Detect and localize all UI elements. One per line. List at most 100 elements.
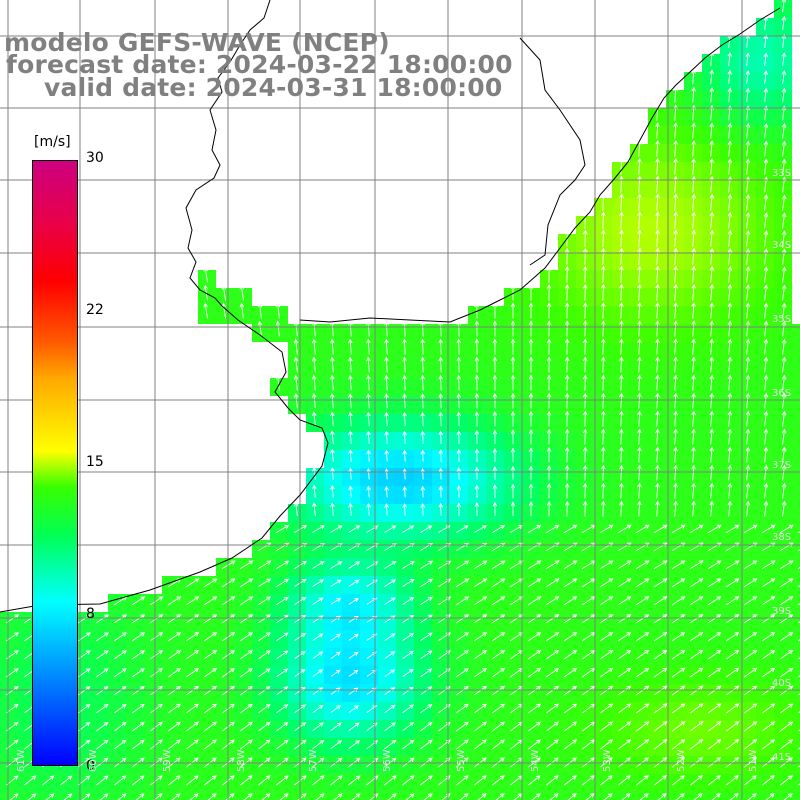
wind-arrow <box>727 140 733 157</box>
wind-arrow <box>655 320 660 337</box>
wind-arrow <box>63 793 73 800</box>
wind-arrow <box>257 320 263 337</box>
wind-arrow <box>691 410 697 427</box>
wind-arrow <box>384 579 397 587</box>
wind-arrow <box>527 614 542 624</box>
wind-arrow <box>601 338 606 355</box>
wind-arrow <box>691 302 697 319</box>
wind-arrow <box>617 524 632 534</box>
wind-arrow <box>473 578 488 588</box>
wind-arrow <box>207 793 217 800</box>
wind-arrow <box>366 485 371 498</box>
wind-speed-cell <box>792 432 800 450</box>
wind-arrow <box>492 448 498 463</box>
wind-arrow <box>474 775 487 786</box>
title-model: modelo GEFS-WAVE (NCEP) <box>4 28 390 57</box>
wind-arrow <box>745 87 751 103</box>
wind-arrow <box>312 669 324 677</box>
wind-arrow <box>691 122 697 139</box>
wind-arrow <box>546 266 552 283</box>
wind-arrow <box>473 614 488 624</box>
wind-arrow <box>348 467 353 480</box>
wind-arrow <box>781 266 787 283</box>
wind-arrow <box>258 668 271 678</box>
wind-arrow <box>528 374 534 391</box>
wind-arrow <box>582 284 588 301</box>
wind-speed-cell <box>72 792 90 800</box>
wind-arrow <box>655 464 660 481</box>
wind-arrow <box>132 685 145 696</box>
wind-arrow <box>619 175 624 193</box>
wind-arrow <box>673 392 678 409</box>
wind-arrow <box>545 578 560 588</box>
wind-arrow <box>779 578 794 588</box>
wind-arrow <box>781 0 787 13</box>
colorbar-tick-label: 15 <box>86 454 104 470</box>
wind-arrow <box>671 578 686 588</box>
wind-arrow <box>745 70 751 85</box>
wind-arrow <box>779 685 794 696</box>
wind-speed-cell <box>324 792 342 800</box>
wind-arrow <box>761 596 776 606</box>
wind-arrow <box>745 446 751 463</box>
wind-arrow <box>599 739 614 750</box>
wind-arrow <box>455 739 469 750</box>
wind-arrow <box>673 265 679 283</box>
wind-arrow <box>384 597 396 605</box>
coastline-lagoon <box>299 7 781 323</box>
wind-arrow <box>691 175 697 193</box>
wind-arrow <box>545 685 560 696</box>
wind-arrow <box>491 560 506 570</box>
wind-arrow <box>619 392 624 409</box>
wind-arrow <box>527 703 542 714</box>
wind-arrow <box>657 793 667 800</box>
wind-arrow <box>402 597 415 606</box>
wind-arrow <box>293 392 299 409</box>
wind-arrow <box>149 668 163 678</box>
latitude-label: 36S <box>772 388 792 399</box>
wind-arrow <box>329 374 335 391</box>
wind-arrow <box>330 705 342 713</box>
wind-arrow <box>131 596 146 606</box>
wind-arrow <box>420 650 433 660</box>
wind-speed-cell <box>126 792 144 800</box>
wind-speed-cell <box>486 792 504 800</box>
wind-arrow <box>635 667 650 678</box>
wind-arrow <box>240 739 253 750</box>
wind-arrow <box>311 411 317 427</box>
wind-arrow <box>311 392 317 409</box>
wind-arrow <box>599 721 614 732</box>
wind-arrow <box>527 524 542 534</box>
wind-arrow <box>474 448 480 462</box>
longitude-label: 59W <box>162 749 173 772</box>
wind-arrow <box>546 483 552 499</box>
wind-arrow <box>743 757 758 768</box>
wind-arrow <box>167 667 182 678</box>
wind-arrow <box>564 410 570 427</box>
wind-arrow <box>673 86 678 103</box>
wind-arrow <box>279 793 289 800</box>
wind-arrow <box>779 632 794 642</box>
wind-arrow <box>455 560 470 570</box>
wind-arrow <box>312 775 325 786</box>
wind-arrow <box>438 393 444 409</box>
wind-arrow <box>689 685 704 696</box>
wind-arrow <box>601 482 606 499</box>
wind-arrow <box>745 284 751 301</box>
wind-arrow <box>727 229 733 247</box>
wind-arrow <box>781 320 787 337</box>
wind-arrow <box>725 721 740 732</box>
wind-arrow <box>617 757 632 768</box>
wind-arrow <box>745 302 751 319</box>
wind-arrow <box>420 320 425 337</box>
wind-arrow <box>384 503 389 516</box>
wind-arrow <box>329 338 335 355</box>
wind-arrow <box>564 464 570 481</box>
wind-arrow <box>258 686 271 696</box>
wind-arrow <box>567 793 577 800</box>
wind-arrow <box>455 685 469 696</box>
wind-arrow <box>474 411 480 427</box>
wind-arrow <box>655 247 660 265</box>
wind-arrow <box>528 465 534 481</box>
